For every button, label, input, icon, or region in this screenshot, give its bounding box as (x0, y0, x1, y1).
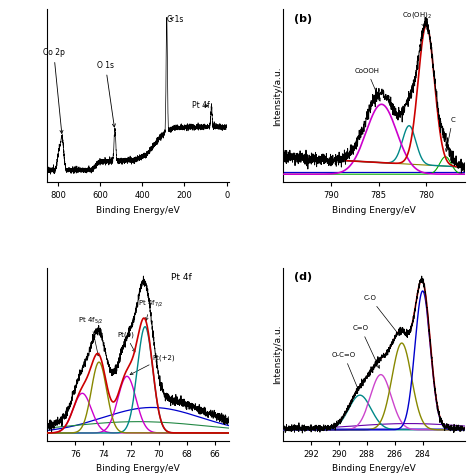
Text: C 1s: C 1s (167, 15, 183, 24)
Text: CoOOH: CoOOH (355, 68, 380, 101)
Y-axis label: Intensity/a.u.: Intensity/a.u. (273, 66, 282, 126)
Y-axis label: Intensity/a.u.: Intensity/a.u. (273, 325, 282, 384)
Text: Pt 4f: Pt 4f (192, 101, 210, 110)
Text: O 1s: O 1s (97, 61, 116, 127)
Text: Co 2p: Co 2p (43, 48, 64, 134)
Text: Pt 4f$_{5/2}$: Pt 4f$_{5/2}$ (78, 316, 103, 356)
X-axis label: Binding Energy/eV: Binding Energy/eV (332, 206, 416, 215)
X-axis label: Binding Energy/eV: Binding Energy/eV (96, 206, 180, 215)
Text: O-C=O: O-C=O (332, 352, 359, 390)
Text: (b): (b) (294, 14, 312, 24)
Text: C=O: C=O (353, 326, 379, 368)
Text: C-O: C-O (364, 295, 400, 336)
Text: Pt 4f$_{7/2}$: Pt 4f$_{7/2}$ (138, 299, 164, 320)
Text: C: C (446, 117, 455, 152)
X-axis label: Binding Energy/eV: Binding Energy/eV (332, 465, 416, 474)
Text: (d): (d) (294, 273, 312, 283)
Text: Pt(0): Pt(0) (117, 332, 135, 352)
Text: Pt(+2): Pt(+2) (130, 354, 174, 374)
Text: Pt 4f: Pt 4f (171, 273, 191, 283)
X-axis label: Binding Energy/eV: Binding Energy/eV (96, 465, 180, 474)
Text: Co(OH)$_2$: Co(OH)$_2$ (402, 10, 433, 26)
